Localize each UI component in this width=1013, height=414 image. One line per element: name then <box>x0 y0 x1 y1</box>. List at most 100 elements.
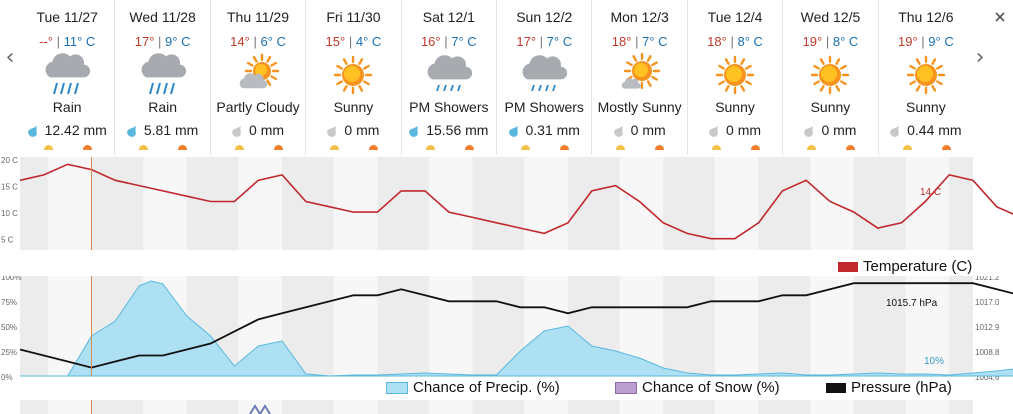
day-date: Thu 11/29 <box>227 9 290 25</box>
condition-label: Sunny <box>333 99 374 115</box>
day-temps: 17° | 7° C <box>497 34 591 49</box>
close-icon[interactable] <box>993 10 1007 24</box>
sunset-icon <box>560 145 570 150</box>
temp-separator: | <box>635 34 639 49</box>
temp-separator: | <box>158 34 162 49</box>
night-band <box>282 157 334 250</box>
night-band <box>663 400 715 414</box>
night-band <box>282 400 334 414</box>
precip-value: 0.44 mm <box>907 122 962 138</box>
day-temps: 18° | 8° C <box>688 34 782 49</box>
y-tick-label: 15 C <box>1 183 18 192</box>
condition-label: Sunny <box>715 99 755 115</box>
sunny-icon <box>334 55 373 95</box>
sun-times <box>783 145 877 153</box>
night-band <box>20 276 48 376</box>
sunrise-icon <box>139 145 149 150</box>
sun-times <box>497 145 591 153</box>
y-tick-label: 100% <box>1 276 21 282</box>
prev-days-button[interactable]: ‹ <box>5 45 15 70</box>
condition-label: PM Showers <box>409 99 489 115</box>
sun-times <box>592 145 686 153</box>
day-temps: 19° | 8° C <box>783 34 877 49</box>
sunrise-icon <box>902 145 912 150</box>
night-band <box>20 400 48 414</box>
y-tick-label-right: 1008.8 <box>975 348 1000 357</box>
raindrop-icon <box>409 125 419 137</box>
temp-separator: | <box>56 34 60 49</box>
y-tick-label: 0% <box>1 373 13 380</box>
y-tick-label-right: 1021.2 <box>975 276 1000 282</box>
day-date: Tue 11/27 <box>36 9 98 25</box>
low-temp: 6° C <box>260 34 286 49</box>
night-band <box>567 400 620 414</box>
day-column[interactable]: Wed 12/5 19° | 8° C Sunny 0 mm <box>782 0 877 155</box>
temperature-chart: 20 C15 C10 C5 C6 PM14 C <box>1 157 1013 250</box>
day-temps: --° | 11° C <box>20 34 114 49</box>
precip-value: 0 mm <box>344 122 380 138</box>
night-band <box>663 157 715 250</box>
night-band <box>377 400 429 414</box>
sunrise-icon <box>44 145 53 150</box>
day-column[interactable]: Thu 11/29 14° | 6° C Partly Cloudy 0 mm <box>209 0 305 155</box>
temp-separator: | <box>730 34 734 49</box>
sun-times <box>211 145 305 153</box>
precip-amount: 15.56 mm <box>402 122 496 138</box>
day-column[interactable]: Mon 12/3 18° | 7° C Mostly Sunny 0 mm <box>591 0 686 155</box>
temp-separator: | <box>253 34 257 49</box>
cursor-pressure-label: 1015.7 hPa <box>886 298 938 309</box>
snow-legend-swatch <box>615 381 637 394</box>
temperature-legend-label: Temperature (C) <box>863 258 973 275</box>
day-column[interactable]: Sun 12/2 17° | 7° C PM Showers 0.31 mm <box>496 0 591 155</box>
y-tick-label-right: 1017.0 <box>975 298 1000 307</box>
dry-drop-icon <box>613 125 623 137</box>
high-temp: 17° <box>516 34 537 49</box>
pressure-line <box>19 282 1013 369</box>
temp-separator: | <box>921 34 925 49</box>
day-temps: 16° | 7° C <box>402 34 496 49</box>
high-temp: 19° <box>897 34 918 49</box>
precip-value: 5.81 mm <box>143 122 199 138</box>
condition-label: Sunny <box>810 99 851 115</box>
night-band <box>663 276 715 376</box>
sunset-icon <box>369 145 379 150</box>
low-temp: 11° C <box>63 34 96 49</box>
sunrise-icon <box>711 145 721 150</box>
dry-drop-icon <box>327 125 337 137</box>
night-band <box>853 157 906 250</box>
high-temp: 19° <box>802 34 823 49</box>
y-tick-label-right: 1012.9 <box>975 323 1000 332</box>
next-days-button[interactable]: › <box>975 45 985 70</box>
temp-separator: | <box>539 34 544 49</box>
day-date: Sat 12/1 <box>422 9 475 25</box>
high-temp: 18° <box>707 34 727 49</box>
day-temps: 17° | 9° C <box>115 34 209 49</box>
precip-value: 0 mm <box>630 122 666 138</box>
sun-times <box>115 145 209 153</box>
day-column[interactable]: Wed 11/28 17° | 9° C Rain 5.81 mm <box>114 0 209 155</box>
sunset-icon <box>464 145 474 150</box>
night-band <box>91 157 144 250</box>
day-column[interactable]: Thu 12/6 19° | 9° C Sunny 0.44 mm <box>877 0 973 155</box>
night-band <box>377 276 429 376</box>
precip-value: 15.56 mm <box>426 122 489 138</box>
precip-amount: 5.81 mm <box>115 122 209 138</box>
snow-legend: Chance of Snow (%) <box>615 379 780 396</box>
y-tick-label: 10 C <box>1 209 18 218</box>
sunny-icon <box>811 55 850 95</box>
night-band <box>186 400 239 414</box>
day-date: Sun 12/2 <box>516 9 573 25</box>
day-column[interactable]: Tue 12/4 18° | 8° C Sunny 0 mm <box>686 0 782 155</box>
high-temp: --° <box>39 34 53 49</box>
precip-legend: Chance of Precip. (%) <box>386 379 560 396</box>
sun-times <box>688 145 782 153</box>
day-temps: 14° | 6° C <box>211 34 305 49</box>
day-column[interactable]: Tue 11/27 --° | 11° C Rain 12.42 mm <box>20 0 114 155</box>
precip-amount: 0 mm <box>688 122 782 138</box>
cursor-temp-label: 14 C <box>920 187 941 198</box>
day-column[interactable]: Sat 12/1 16° | 7° C PM Showers 15.56 mm <box>400 0 496 155</box>
sunset-icon <box>941 145 951 150</box>
precip-value: 0.31 mm <box>525 122 580 138</box>
precip-amount: 0.31 mm <box>497 122 591 138</box>
day-column[interactable]: Fri 11/30 15° | 4° C Sunny 0 mm <box>305 0 400 155</box>
